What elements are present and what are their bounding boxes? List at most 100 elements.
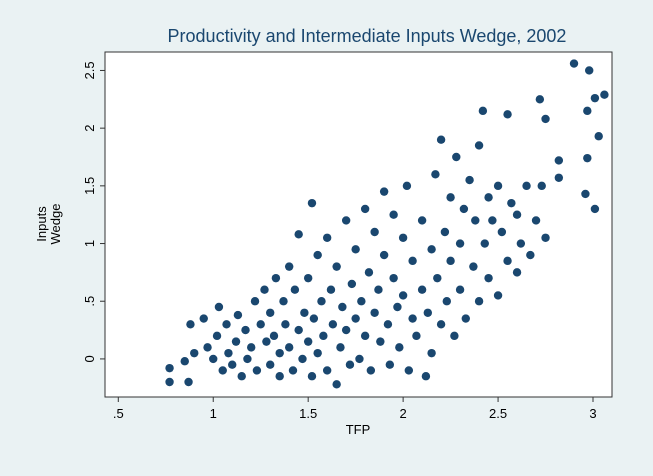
point bbox=[541, 114, 550, 124]
y-tick-label: 2.5 bbox=[82, 61, 97, 79]
point bbox=[461, 314, 470, 323]
point bbox=[360, 331, 370, 341]
point bbox=[351, 314, 360, 323]
point bbox=[395, 343, 404, 352]
point bbox=[421, 372, 431, 381]
point bbox=[376, 337, 385, 346]
point bbox=[294, 325, 303, 335]
point bbox=[288, 366, 298, 375]
point bbox=[450, 331, 459, 341]
point bbox=[275, 372, 284, 381]
point bbox=[488, 216, 497, 225]
x-tick-label: 1 bbox=[210, 406, 217, 421]
point bbox=[583, 106, 592, 116]
y-tick-label: 1 bbox=[82, 240, 97, 247]
point bbox=[284, 343, 294, 352]
point bbox=[309, 314, 319, 323]
point bbox=[471, 216, 480, 225]
point bbox=[537, 181, 546, 191]
point bbox=[218, 366, 227, 375]
point bbox=[319, 331, 328, 341]
point bbox=[436, 135, 446, 144]
y-tick-label: .5 bbox=[82, 296, 97, 307]
point bbox=[503, 256, 512, 266]
x-tick-label: .5 bbox=[113, 406, 124, 421]
point bbox=[484, 193, 493, 202]
point bbox=[269, 331, 279, 341]
chart-title: Productivity and Intermediate Inputs Wed… bbox=[168, 26, 567, 46]
point bbox=[459, 204, 469, 214]
point bbox=[402, 181, 412, 191]
point bbox=[328, 320, 338, 329]
point bbox=[526, 250, 535, 260]
point bbox=[512, 210, 522, 219]
point bbox=[364, 268, 374, 277]
point bbox=[446, 256, 455, 266]
point bbox=[357, 297, 366, 306]
point bbox=[531, 216, 541, 225]
point bbox=[452, 152, 461, 162]
point bbox=[165, 363, 174, 373]
point bbox=[222, 320, 231, 329]
point bbox=[233, 310, 243, 320]
point bbox=[243, 354, 252, 364]
point bbox=[300, 308, 309, 317]
point bbox=[478, 106, 488, 116]
point bbox=[224, 348, 233, 358]
point bbox=[370, 308, 379, 317]
point bbox=[271, 273, 281, 283]
point bbox=[389, 210, 398, 219]
point bbox=[385, 360, 395, 369]
point bbox=[535, 95, 545, 104]
point bbox=[180, 357, 189, 366]
point bbox=[383, 320, 393, 329]
point bbox=[374, 285, 383, 294]
point bbox=[341, 325, 351, 335]
point bbox=[455, 285, 465, 294]
point bbox=[303, 337, 313, 346]
point bbox=[214, 302, 224, 312]
point bbox=[512, 268, 522, 277]
point bbox=[366, 366, 376, 375]
point bbox=[165, 377, 174, 387]
point bbox=[541, 233, 550, 242]
point bbox=[290, 285, 300, 294]
y-axis-title-line: Inputs bbox=[34, 206, 49, 242]
point bbox=[497, 227, 507, 237]
point bbox=[465, 175, 474, 185]
point bbox=[260, 285, 269, 294]
point bbox=[474, 297, 484, 306]
point bbox=[313, 348, 322, 358]
point bbox=[360, 204, 370, 214]
point bbox=[427, 245, 436, 254]
point bbox=[398, 233, 408, 242]
point bbox=[209, 354, 218, 364]
point bbox=[480, 239, 489, 248]
point bbox=[417, 285, 427, 294]
point bbox=[317, 297, 326, 306]
point bbox=[199, 314, 208, 323]
y-tick-label: 0 bbox=[82, 355, 97, 362]
point bbox=[569, 59, 579, 68]
point bbox=[393, 302, 402, 312]
point bbox=[252, 366, 262, 375]
point bbox=[417, 216, 427, 225]
x-tick-label: 2.5 bbox=[489, 406, 507, 421]
point bbox=[262, 337, 271, 346]
point bbox=[503, 110, 512, 119]
point bbox=[279, 297, 288, 306]
point bbox=[266, 360, 275, 369]
point bbox=[594, 132, 603, 141]
point bbox=[322, 233, 332, 242]
point bbox=[203, 343, 212, 352]
point bbox=[427, 348, 436, 358]
point bbox=[303, 273, 313, 283]
point bbox=[389, 273, 398, 283]
point bbox=[275, 348, 284, 358]
point bbox=[228, 360, 237, 369]
point bbox=[332, 380, 341, 389]
y-axis-title: Inputs Wedge bbox=[34, 204, 63, 245]
point bbox=[186, 320, 195, 329]
point bbox=[423, 308, 433, 317]
